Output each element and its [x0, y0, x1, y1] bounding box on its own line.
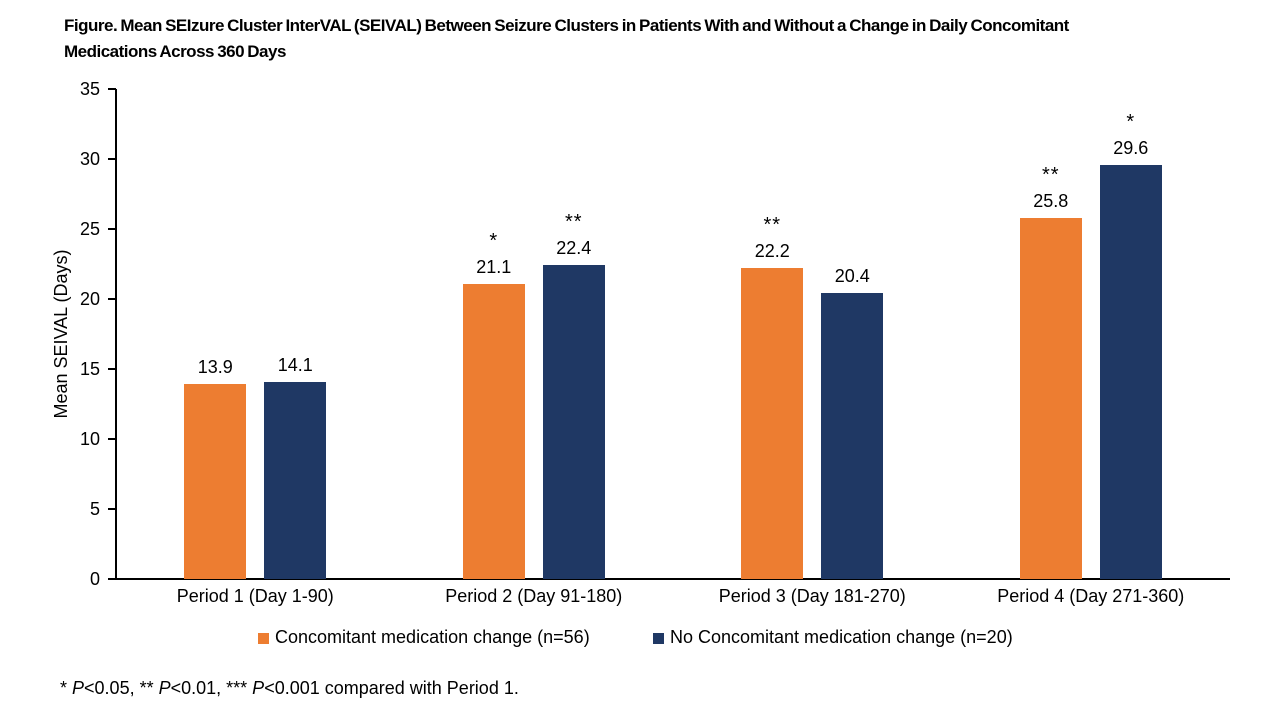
x-category-label: Period 2 (Day 91-180) — [445, 586, 623, 606]
y-tick-label: 20 — [79, 289, 100, 309]
bar-value-label: 22.2 — [754, 241, 790, 262]
y-axis-tick — [108, 578, 116, 580]
legend-label: Concomitant medication change (n=56) — [275, 627, 590, 647]
legend-item: Concomitant medication change (n=56) — [258, 626, 590, 648]
footnote-text-segment: <0.01, *** — [170, 678, 253, 698]
bar-concomitant-change-period-1 — [184, 384, 247, 579]
legend-item: No Concomitant medication change (n=20) — [653, 626, 1013, 648]
footnote-text-segment: * — [60, 678, 73, 698]
bar-concomitant-change-period-3 — [741, 268, 804, 579]
y-tick-label: 0 — [89, 569, 100, 589]
footnote-text-segment: P — [72, 678, 85, 698]
footnote-text-segment: P — [158, 678, 171, 698]
bar-no-concomitant-change-period-4 — [1099, 164, 1162, 579]
bar-concomitant-change-period-4 — [1019, 217, 1082, 579]
y-axis-tick — [108, 508, 116, 510]
legend-label: No Concomitant medication change (n=20) — [670, 627, 1013, 647]
significance-asterisk: * — [1126, 110, 1136, 133]
bar-value-label: 21.1 — [476, 256, 512, 277]
y-tick-label: 25 — [79, 219, 100, 239]
significance-asterisk: ** — [763, 214, 782, 237]
x-category-label: Period 1 (Day 1-90) — [176, 586, 334, 606]
significance-asterisk: * — [489, 229, 499, 252]
bar-value-label: 20.4 — [834, 266, 870, 287]
y-axis-tick — [108, 158, 116, 160]
significance-asterisk: ** — [564, 211, 583, 234]
footnote-text-segment: <0.001 compared with Period 1. — [264, 678, 519, 698]
y-tick-label: 5 — [89, 499, 100, 519]
bar-value-label: 22.4 — [556, 238, 592, 259]
significance-asterisk: ** — [1041, 163, 1060, 186]
legend-swatch-icon — [258, 633, 269, 644]
footnote-text-segment: <0.05, ** — [84, 678, 159, 698]
plot-area: 13.9 14.1 21.1 * 22.4 ** 22.2 ** 20.4 25.8 ** 29.6 * — [116, 89, 1230, 579]
figure-title-line-2: Medications Across 360 Days — [64, 42, 286, 61]
y-axis-title: Mean SEIVAL (Days) — [51, 249, 71, 419]
figure-title: Figure. Mean SEIzure Cluster InterVAL (S… — [64, 13, 1069, 65]
significance-footnote: * P<0.05, ** P<0.01, *** P<0.001 compare… — [60, 676, 519, 700]
y-tick-label: 35 — [79, 79, 100, 99]
bar-value-label: 25.8 — [1033, 190, 1069, 211]
bar-value-label: 14.1 — [277, 354, 313, 375]
bar-value-label: 13.9 — [197, 357, 233, 378]
y-axis-tick — [108, 438, 116, 440]
bar-no-concomitant-change-period-3 — [821, 293, 884, 579]
bar-concomitant-change-period-2 — [462, 283, 525, 579]
y-tick-label: 10 — [79, 429, 100, 449]
bar-no-concomitant-change-period-1 — [264, 381, 327, 579]
footnote-text-segment: P — [252, 678, 265, 698]
legend-swatch-icon — [653, 633, 664, 644]
y-axis-tick — [108, 298, 116, 300]
bar-no-concomitant-change-period-2 — [542, 265, 605, 579]
y-tick-label: 15 — [79, 359, 100, 379]
x-category-label: Period 3 (Day 181-270) — [718, 586, 906, 606]
x-axis-line — [115, 578, 1230, 580]
bar-value-label: 29.6 — [1113, 137, 1149, 158]
x-category-label: Period 4 (Day 271-360) — [997, 586, 1185, 606]
y-axis-tick — [108, 88, 116, 90]
figure-title-line-1: Figure. Mean SEIzure Cluster InterVAL (S… — [64, 16, 1069, 35]
y-tick-label: 30 — [79, 149, 100, 169]
y-axis-tick — [108, 368, 116, 370]
y-axis-tick — [108, 228, 116, 230]
y-axis-line — [115, 89, 117, 579]
